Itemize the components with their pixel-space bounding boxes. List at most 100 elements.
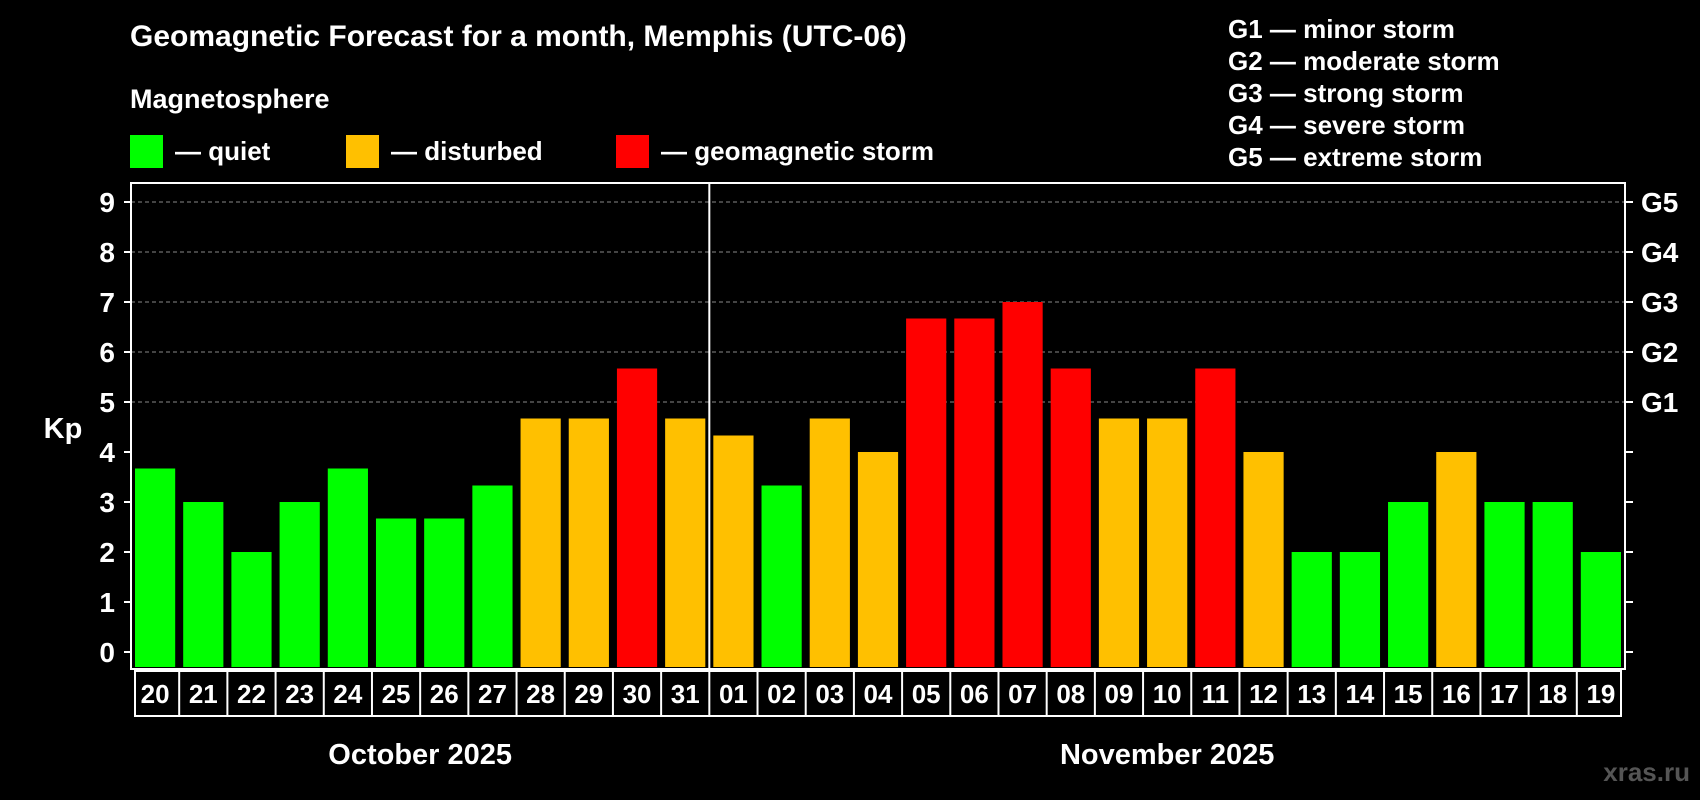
day-label: 03 — [815, 679, 844, 709]
bar — [761, 485, 802, 667]
bar — [954, 318, 995, 667]
bar — [906, 318, 947, 667]
bar — [1532, 502, 1573, 667]
bar — [568, 418, 609, 667]
day-label: 05 — [912, 679, 941, 709]
day-label: 25 — [382, 679, 411, 709]
g-level-label: G4 — [1641, 237, 1679, 268]
day-label: 31 — [671, 679, 700, 709]
bar — [375, 518, 417, 667]
bar — [424, 518, 465, 667]
chart-title: Geomagnetic Forecast for a month, Memphi… — [130, 20, 907, 53]
y-tick-label: 8 — [99, 237, 115, 268]
g3-description: G3 — strong storm — [1228, 78, 1464, 108]
day-label: 06 — [960, 679, 989, 709]
day-label: 30 — [623, 679, 652, 709]
day-label: 16 — [1442, 679, 1471, 709]
y-tick-label: 6 — [99, 337, 115, 368]
y-tick-label: 2 — [99, 537, 115, 568]
day-label: 21 — [189, 679, 218, 709]
y-tick-label: 3 — [99, 487, 115, 518]
bar — [231, 552, 272, 667]
y-tick-label: 9 — [99, 187, 115, 218]
bar — [1243, 452, 1284, 667]
bar — [1291, 552, 1332, 667]
legend-item-disturbed: — disturbed — [346, 134, 543, 168]
legend-item-quiet: — quiet — [130, 134, 270, 168]
day-label: 13 — [1297, 679, 1326, 709]
day-label: 01 — [719, 679, 748, 709]
y-tick-label: 5 — [99, 387, 115, 418]
bar — [1339, 552, 1381, 667]
day-label: 29 — [574, 679, 603, 709]
y-tick-label: 4 — [99, 437, 115, 468]
y-tick-label: 1 — [99, 587, 115, 618]
g4-description: G4 — severe storm — [1228, 110, 1466, 140]
day-label: 24 — [333, 679, 362, 709]
bar — [327, 468, 368, 667]
g-level-label: G3 — [1641, 287, 1678, 318]
bar — [1195, 368, 1236, 667]
y-tick-label: 7 — [99, 287, 115, 318]
day-label: 10 — [1153, 679, 1182, 709]
legend-swatch-quiet — [130, 134, 163, 168]
day-label: 22 — [237, 679, 266, 709]
legend-item-storm: — geomagnetic storm — [616, 134, 934, 168]
bar — [1147, 418, 1188, 667]
bar — [183, 502, 224, 667]
day-label: 12 — [1249, 679, 1278, 709]
watermark: xras.ru — [1603, 757, 1690, 787]
day-label: 23 — [285, 679, 314, 709]
day-label: 14 — [1345, 679, 1374, 709]
bar — [809, 418, 850, 667]
bar — [1050, 368, 1091, 667]
g-level-label: G5 — [1641, 187, 1678, 218]
month-label-october: October 2025 — [328, 739, 512, 771]
bar — [713, 435, 754, 667]
day-label: 18 — [1538, 679, 1567, 709]
bar — [857, 452, 899, 667]
legend-label-storm: — geomagnetic storm — [661, 135, 935, 166]
bar — [1436, 452, 1477, 667]
g5-description: G5 — extreme storm — [1228, 142, 1483, 172]
day-label: 28 — [526, 679, 555, 709]
g-level-label: G2 — [1641, 337, 1678, 368]
day-label: 26 — [430, 679, 459, 709]
day-label: 04 — [864, 679, 893, 709]
day-label: 19 — [1586, 679, 1615, 709]
day-label: 17 — [1490, 679, 1519, 709]
legend-label-quiet: — quiet — [175, 135, 271, 166]
g-level-label: G1 — [1641, 387, 1678, 418]
day-label: 15 — [1394, 679, 1423, 709]
legend-swatch-disturbed — [346, 134, 379, 168]
day-label: 08 — [1056, 679, 1085, 709]
legend-swatch-storm — [616, 134, 649, 168]
day-label: 20 — [141, 679, 170, 709]
legend-heading: Magnetosphere — [130, 84, 330, 114]
day-label-row — [134, 670, 1622, 717]
bar — [1484, 502, 1525, 667]
bar — [1002, 302, 1043, 667]
day-label: 27 — [478, 679, 507, 709]
bar — [616, 368, 658, 667]
bar — [135, 468, 176, 667]
plot-frame — [130, 182, 1626, 670]
bar — [1580, 552, 1621, 667]
bar — [520, 418, 561, 667]
day-label: 09 — [1105, 679, 1134, 709]
y-axis-label: Kp — [44, 413, 83, 445]
bar — [665, 418, 706, 667]
day-label: 07 — [1008, 679, 1037, 709]
bar — [1098, 418, 1140, 667]
y-tick-label: 0 — [99, 637, 115, 668]
bar — [1388, 502, 1429, 667]
month-label-november: November 2025 — [1060, 739, 1274, 771]
g2-description: G2 — moderate storm — [1228, 46, 1500, 76]
g-level-legend: G1 — minor storm G2 — moderate storm G3 … — [1228, 13, 1500, 173]
bar — [279, 502, 320, 667]
g1-description: G1 — minor storm — [1228, 14, 1455, 44]
day-label: 11 — [1202, 679, 1230, 709]
bar — [472, 485, 513, 667]
day-label: 02 — [767, 679, 796, 709]
